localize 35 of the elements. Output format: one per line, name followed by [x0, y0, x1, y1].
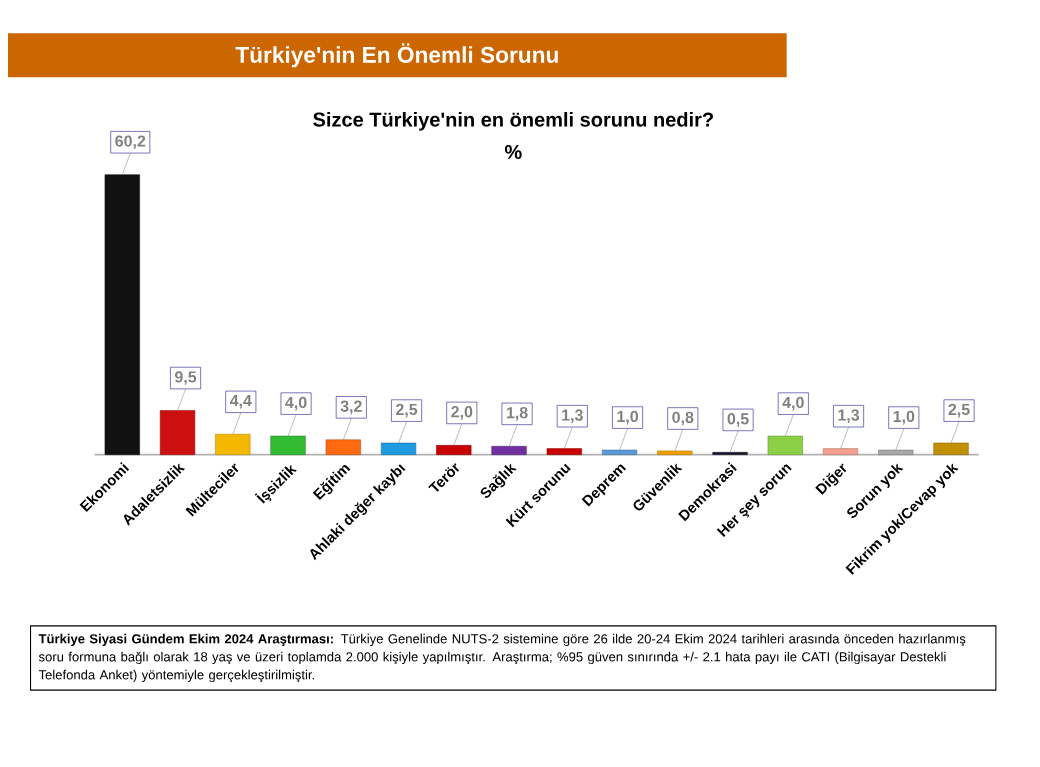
bar — [380, 442, 417, 456]
data-label: 2,0 — [451, 406, 473, 420]
bar — [215, 434, 251, 456]
data-label: 60,2 — [115, 135, 146, 150]
bar — [822, 448, 859, 456]
chart-subtitle: Sizce Türkiye'nin en önemli sorunu nedir? — [313, 112, 713, 131]
bar — [546, 448, 582, 456]
bar — [270, 435, 306, 456]
text: Türkiye Siyasi Gündem Ekim 2024 Araştırması: Türkiye Genelinde NUTS-2 sistemine göre 26 ilde 20-24 Ekim 2024 tarihleri arasında önceden hazırlanmış soru formuna bağlı olarak 18 yaş ve üzeri toplamda 2.000 kişiyle yapılmıştır. Araştırma; %95 güven sınırında +/- 2.1 hata payı ile CATI (Bilgisayar Destekli Telefonda Anket) yöntemiyle gerçekleştirilmiştir. — [38, 634, 966, 683]
data-label: 2,5 — [948, 403, 970, 418]
bar — [436, 445, 472, 456]
bar — [159, 410, 196, 456]
bar — [657, 450, 693, 456]
bar — [325, 439, 361, 456]
bar — [767, 435, 803, 456]
data-label: 0,5 — [727, 413, 749, 427]
text: % — [504, 145, 522, 160]
bar — [104, 174, 140, 456]
bar — [601, 449, 638, 456]
bar — [933, 442, 969, 456]
data-label: 1,0 — [617, 410, 639, 425]
data-label: 1,8 — [506, 407, 528, 421]
data-label: 4,0 — [285, 396, 307, 411]
bar — [712, 452, 748, 456]
chart-title: Türkiye'nin En Önemli Sorunu — [235, 43, 558, 68]
data-label: 1,0 — [893, 410, 915, 425]
data-label: 3,2 — [340, 400, 362, 415]
data-label: 2,5 — [395, 403, 418, 418]
data-label: 4,0 — [782, 396, 804, 411]
data-label: 1,3 — [562, 409, 583, 424]
data-label: 4,4 — [229, 395, 252, 409]
data-label: 1,3 — [838, 409, 860, 424]
data-label: 0,8 — [672, 411, 694, 426]
bar — [491, 446, 527, 456]
data-label: 9,5 — [174, 371, 197, 386]
